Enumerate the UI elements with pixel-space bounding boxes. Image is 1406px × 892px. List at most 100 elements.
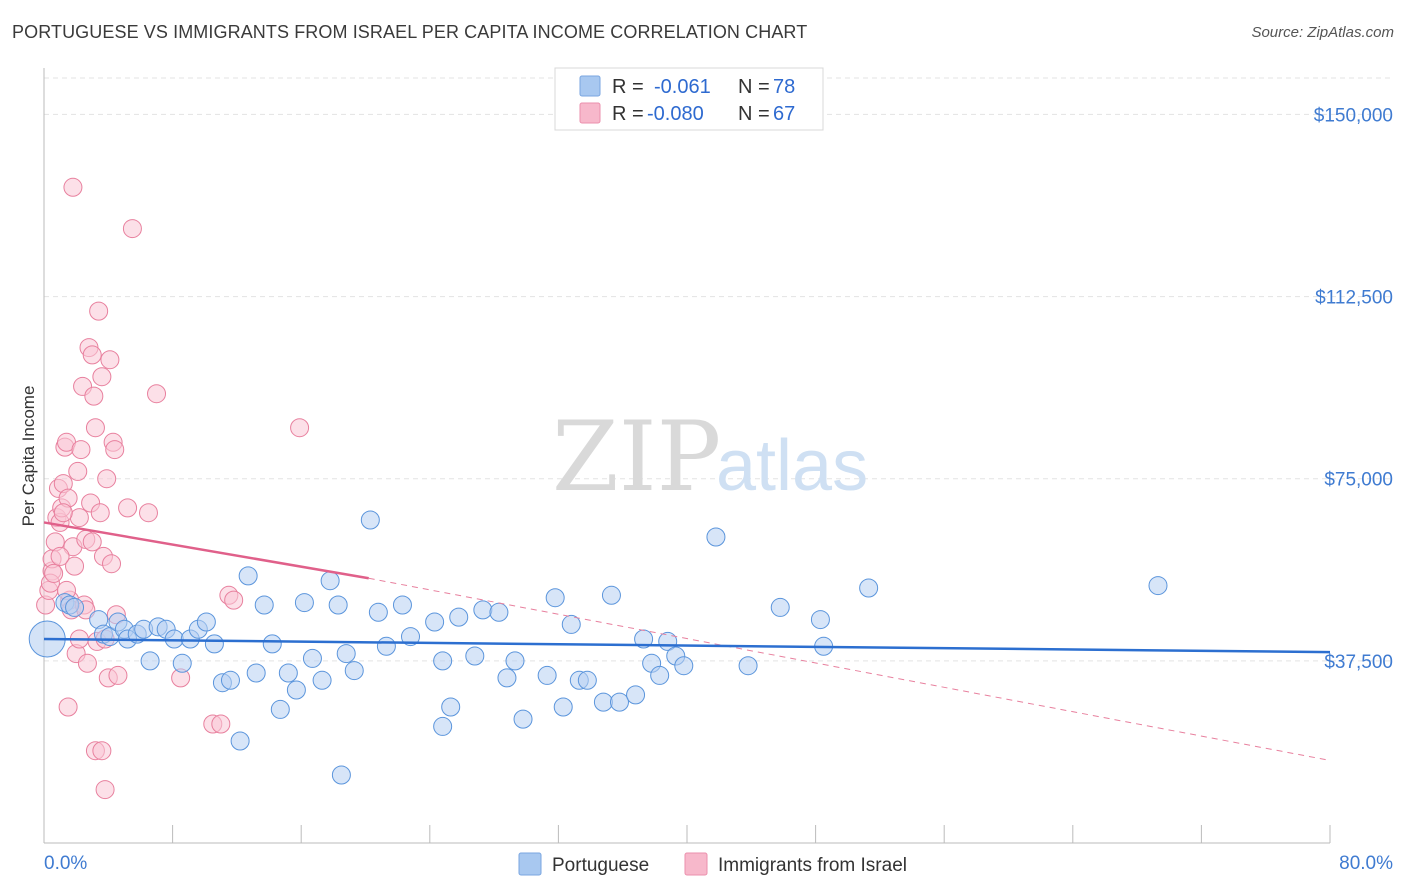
israel-point-33	[92, 367, 112, 387]
portuguese-point-16	[172, 653, 192, 673]
portuguese-point-44	[441, 697, 461, 717]
israel-point-27	[82, 345, 102, 365]
portuguese-point-35	[336, 644, 356, 664]
israel-point-52	[224, 590, 244, 610]
portuguese-point-49	[497, 668, 517, 688]
source-label: Source: ZipAtlas.com	[1251, 24, 1394, 41]
y-axis-title: Per Capita Income	[19, 386, 38, 527]
legend-n-label-1: N =	[738, 76, 770, 98]
israel-point-20	[71, 440, 91, 460]
portuguese-point-19	[196, 612, 216, 632]
x-tick-max: 80.0%	[1339, 853, 1393, 874]
israel-point-54	[58, 697, 78, 717]
portuguese-point-25	[254, 595, 274, 615]
y-tick-label-0: $37,500	[1324, 652, 1393, 673]
portuguese-point-29	[286, 680, 306, 700]
portuguese-point-12	[140, 651, 160, 671]
portuguese-point-38	[368, 602, 388, 622]
y-tick-label-3: $150,000	[1314, 105, 1393, 126]
y-tick-label-2: $112,500	[1315, 288, 1393, 309]
israel-point-38	[100, 350, 120, 370]
legend-r-value-1: -0.061	[654, 76, 711, 98]
portuguese-point-61	[626, 685, 646, 705]
israel-point-24	[77, 653, 97, 673]
legend-r-label-2: R =	[612, 103, 644, 125]
legend: R = -0.061 N = 78 R = -0.080 N = 67	[554, 67, 824, 131]
portuguese-point-77	[230, 731, 250, 751]
portuguese-point-71	[810, 610, 830, 630]
portuguese-point-34	[328, 595, 348, 615]
israel-point-62	[53, 503, 73, 523]
portuguese-point-30	[294, 593, 314, 613]
series-portuguese	[28, 510, 1168, 785]
portuguese-point-75	[433, 716, 453, 736]
bottom-legend-label-portuguese: Portuguese	[552, 855, 649, 876]
israel-trend-line	[43, 521, 369, 580]
bottom-legend-swatch-israel	[684, 852, 708, 876]
portuguese-point-70	[770, 597, 790, 617]
portuguese-point-3	[65, 597, 85, 617]
portuguese-point-24	[246, 663, 266, 683]
x-tick-min: 0.0%	[44, 853, 87, 874]
portuguese-point-23	[238, 566, 258, 586]
portuguese-point-22	[220, 670, 240, 690]
y-tick-label-1: $75,000	[1324, 470, 1393, 491]
israel-trend-dashed	[368, 577, 1331, 761]
israel-point-65	[82, 532, 102, 552]
portuguese-point-27	[270, 699, 290, 719]
legend-n-value-2: 67	[773, 103, 795, 125]
chart-title: PORTUGUESE VS IMMIGRANTS FROM ISRAEL PER…	[12, 22, 808, 42]
portuguese-point-53	[545, 588, 565, 608]
israel-point-60	[44, 563, 64, 583]
portuguese-point-42	[425, 612, 445, 632]
trend-lines	[43, 521, 1331, 761]
portuguese-point-64	[650, 665, 670, 685]
portuguese-point-69	[738, 656, 758, 676]
portuguese-point-68	[706, 527, 726, 547]
israel-point-41	[105, 440, 125, 460]
israel-point-53	[290, 418, 310, 438]
israel-point-39	[102, 554, 122, 574]
legend-n-label-2: N =	[738, 103, 770, 125]
portuguese-point-31	[302, 648, 322, 668]
israel-point-56	[92, 741, 112, 761]
portuguese-point-36	[344, 661, 364, 681]
watermark-atlas: atlas	[716, 426, 868, 506]
portuguese-point-60	[609, 692, 629, 712]
israel-point-19	[69, 508, 89, 528]
bottom-legend: Portuguese Immigrants from Israel	[518, 852, 907, 876]
axes	[43, 68, 1331, 844]
portuguese-point-50	[505, 651, 525, 671]
israel-point-32	[90, 503, 110, 523]
israel-point-16	[65, 556, 85, 576]
portuguese-trend-line	[43, 637, 1331, 654]
portuguese-point-47	[473, 600, 493, 620]
portuguese-point-37	[360, 510, 380, 530]
israel-point-57	[95, 780, 115, 800]
bottom-legend-label-israel: Immigrants from Israel	[718, 855, 907, 876]
portuguese-point-54	[553, 697, 573, 717]
portuguese-point-73	[859, 578, 879, 598]
portuguese-point-67	[674, 656, 694, 676]
bottom-legend-swatch-portuguese	[518, 852, 542, 876]
portuguese-point-58	[593, 692, 613, 712]
portuguese-point-52	[537, 665, 557, 685]
portuguese-point-15	[164, 629, 184, 649]
legend-swatch-israel	[579, 102, 601, 124]
watermark: ZIP atlas	[552, 401, 868, 513]
israel-point-43	[108, 665, 128, 685]
israel-point-29	[85, 418, 105, 438]
portuguese-point-57	[577, 670, 597, 690]
legend-r-label-1: R =	[612, 76, 644, 98]
israel-point-46	[138, 503, 158, 523]
series-immigrants-from-israel	[36, 177, 310, 800]
portuguese-point-46	[465, 646, 485, 666]
israel-point-58	[63, 177, 83, 197]
israel-point-50	[211, 714, 231, 734]
portuguese-point-48	[489, 602, 509, 622]
watermark-zip: ZIP	[552, 401, 721, 513]
portuguese-point-20	[204, 634, 224, 654]
portuguese-point-74	[1148, 576, 1168, 596]
portuguese-point-26	[262, 634, 282, 654]
